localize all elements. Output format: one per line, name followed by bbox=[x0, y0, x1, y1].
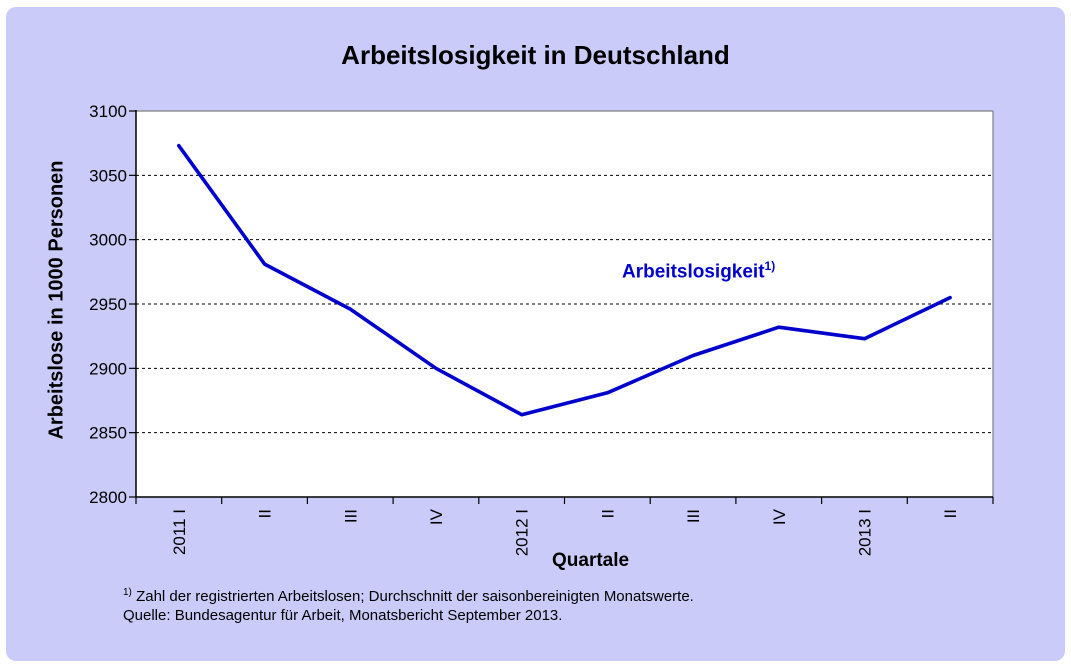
x-axis-title: Quartale bbox=[552, 550, 630, 571]
y-tick-label: 3000 bbox=[89, 231, 127, 250]
y-tick-label: 3100 bbox=[89, 102, 127, 121]
x-tick-label: II bbox=[941, 509, 960, 518]
chart-title: Arbeitslosigkeit in Deutschland bbox=[341, 40, 730, 70]
y-tick-label: 2800 bbox=[89, 488, 127, 507]
footnote: 1) Zahl der registrierten Arbeitslosen; … bbox=[123, 583, 694, 625]
y-axis-title: Arbeitslose in 1000 Personen bbox=[45, 160, 68, 440]
x-tick-label: II bbox=[256, 509, 275, 518]
series-label-superscript: 1) bbox=[764, 259, 776, 273]
x-tick-label: III bbox=[341, 509, 360, 523]
y-tick-label: 3050 bbox=[89, 166, 127, 185]
data-line bbox=[177, 143, 952, 417]
series-label-text: Arbeitslosigkeit bbox=[622, 261, 765, 283]
footnote-line-2: Quelle: Bundesagentur für Arbeit, Monats… bbox=[123, 607, 563, 624]
x-tick-label: IV bbox=[770, 508, 789, 525]
y-tick-label: 2850 bbox=[89, 424, 127, 443]
x-tick-label: II bbox=[598, 509, 617, 518]
footnote-line-1: 1) Zahl der registrierten Arbeitslosen; … bbox=[123, 583, 694, 606]
x-tick-label: 2012 I bbox=[513, 509, 532, 556]
x-tick-label: IV bbox=[427, 508, 446, 525]
x-tick-label: 2013 I bbox=[855, 509, 874, 556]
series-label: Arbeitslosigkeit1) bbox=[622, 259, 775, 283]
x-tick-label: 2011 I bbox=[170, 509, 189, 555]
y-tick-label: 2900 bbox=[89, 359, 127, 378]
x-tick-label: III bbox=[684, 509, 703, 523]
y-tick-label: 2950 bbox=[89, 295, 127, 314]
footnote-marker: 1) bbox=[123, 587, 132, 598]
footnote-line-1-text: Zahl der registrierten Arbeitslosen; Dur… bbox=[131, 588, 694, 605]
